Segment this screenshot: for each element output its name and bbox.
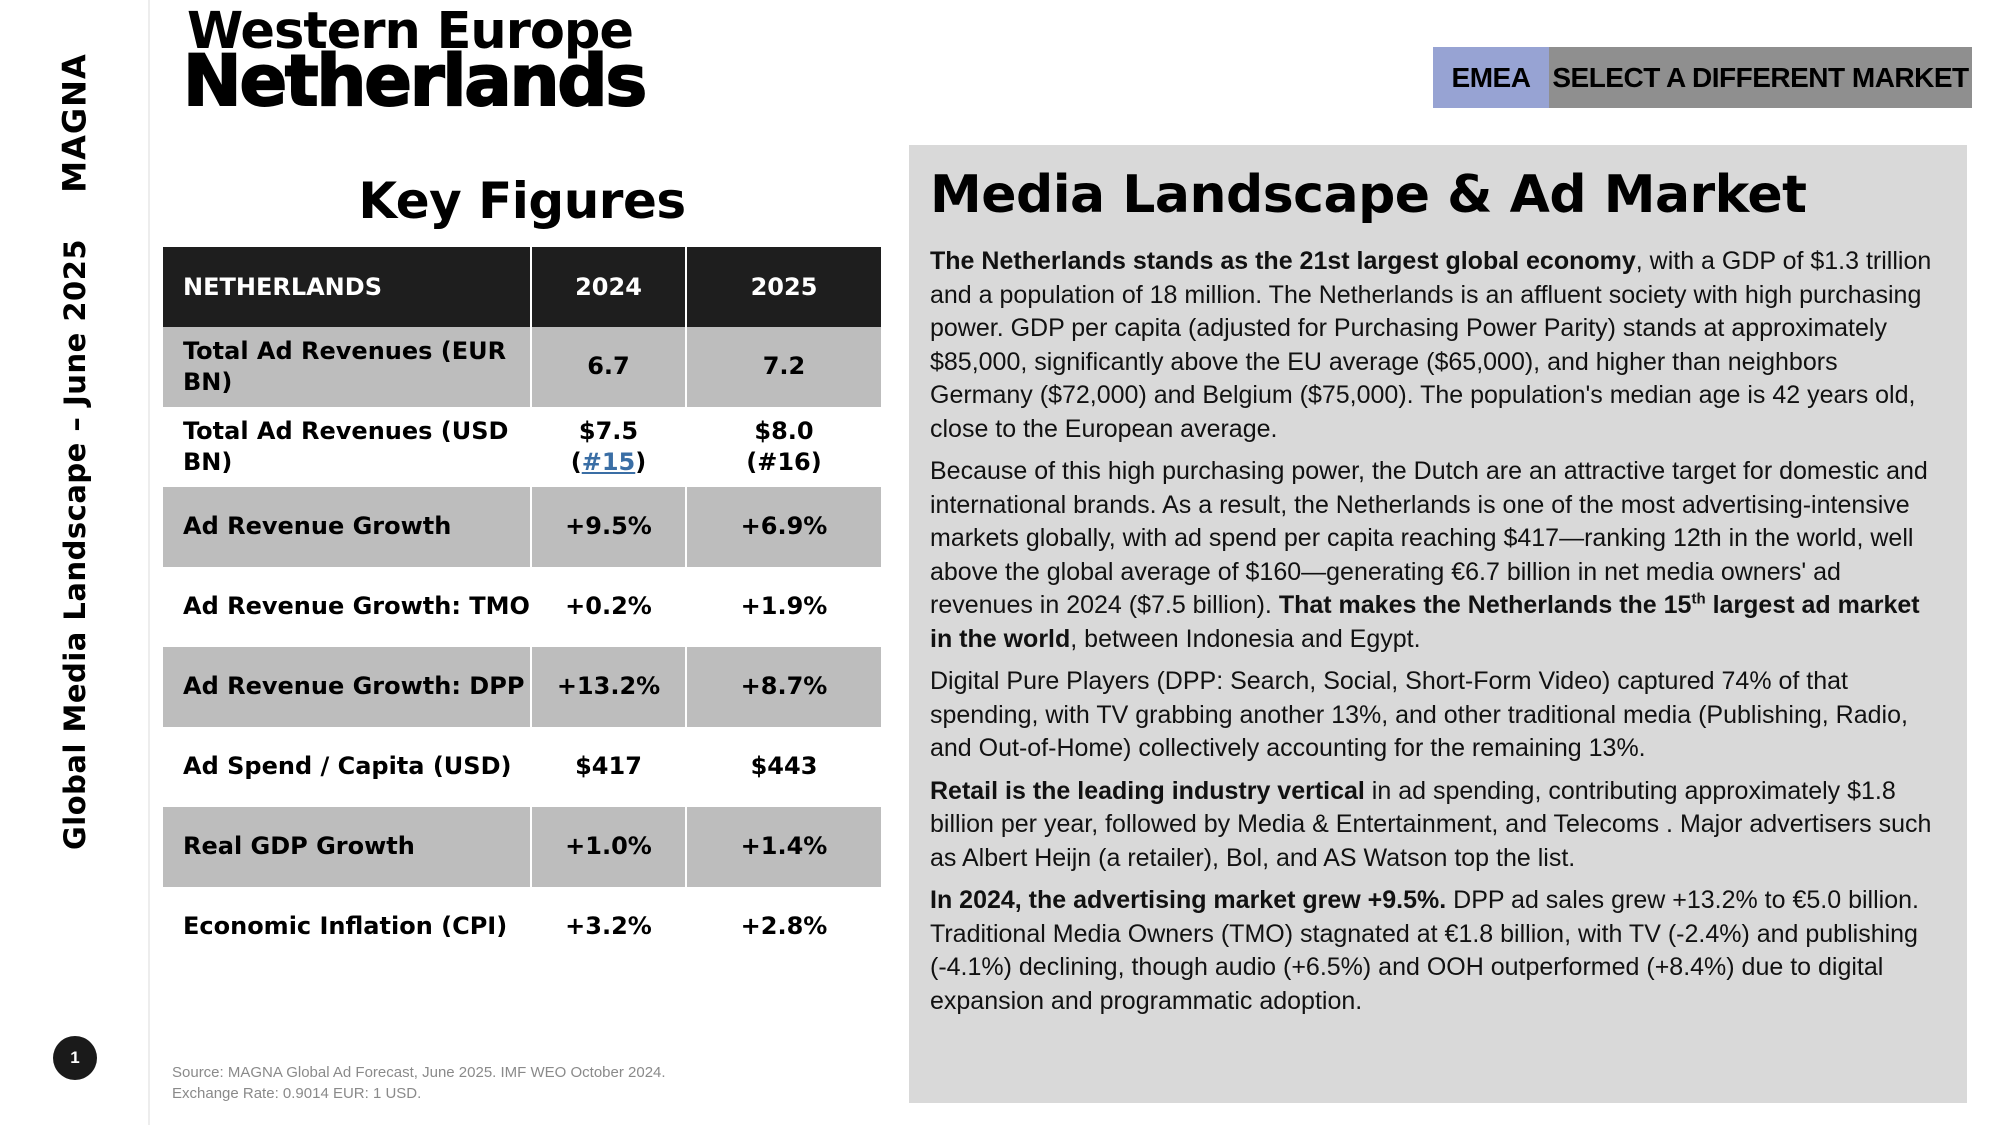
value-2025: +1.9% [686, 567, 881, 647]
value-2025: 7.2 [686, 327, 881, 407]
value-2024: $417 [531, 727, 687, 807]
value-2024: $7.5 [578, 416, 639, 445]
country-heading: Netherlands [182, 39, 648, 123]
rank-paren-open: ( [570, 448, 582, 476]
page-number-badge: 1 [53, 1036, 97, 1080]
table-row: Ad Spend / Capita (USD) $417 $443 [163, 727, 881, 807]
row-label: Total Ad Revenues (EUR BN) [163, 327, 532, 407]
paragraph-ad-market: Because of this high purchasing power, t… [930, 455, 1945, 656]
paragraph-highlight: largest ad market in the world [930, 591, 1920, 653]
table-row: Ad Revenue Growth: TMO +0.2% +1.9% [163, 567, 881, 647]
media-landscape-panel: Media Landscape & Ad Market The Netherla… [909, 145, 1967, 1103]
row-label: Total Ad Revenues (USD BN) [163, 407, 532, 487]
paragraph-economy: The Netherlands stands as the 21st large… [930, 245, 1945, 446]
row-label: Ad Revenue Growth [163, 487, 532, 567]
source-line: Source: MAGNA Global Ad Forecast, June 2… [172, 1064, 666, 1081]
rank-2025: (#16) [746, 448, 822, 476]
column-header-2025: 2025 [686, 247, 881, 327]
key-figures-table: NETHERLANDS 2024 2025 Total Ad Revenues … [163, 247, 881, 967]
table-row: Total Ad Revenues (USD BN) $7.5 (#15) $8… [163, 407, 881, 487]
row-label: Ad Revenue Growth: DPP [163, 647, 532, 727]
paragraph-dpp: Digital Pure Players (DPP: Search, Socia… [930, 667, 1908, 762]
value-2024-cell: $7.5 (#15) [531, 407, 687, 487]
value-2024: +9.5% [531, 487, 687, 567]
row-label: Ad Spend / Capita (USD) [163, 727, 532, 807]
value-2025: +6.9% [686, 487, 881, 567]
column-header-2024: 2024 [531, 247, 687, 327]
paragraph-retail: Retail is the leading industry vertical … [930, 775, 1945, 876]
value-2024: +13.2% [531, 647, 687, 727]
value-2024: +0.2% [531, 567, 687, 647]
paragraph-body: , with a GDP of $1.3 trillion and a popu… [930, 247, 1932, 443]
row-label: Real GDP Growth [163, 807, 532, 887]
paragraph-lead: In 2024, the advertising market grew +9.… [930, 886, 1447, 914]
value-2025: +8.7% [686, 647, 881, 727]
paragraph-lead: Retail is the leading industry vertical [930, 776, 1365, 805]
exchange-rate-line: Exchange Rate: 0.9014 EUR: 1 USD. [172, 1085, 422, 1102]
paragraph-body: Because of this high purchasing power, t… [930, 457, 1928, 619]
rank-2024-link[interactable]: #15 [581, 448, 636, 476]
table-row: Total Ad Revenues (EUR BN) 6.7 7.2 [163, 327, 881, 407]
left-rail: MAGNA Global Media Landscape – June 2025… [0, 0, 150, 1125]
rank-2024: (#15) [532, 447, 685, 478]
value-2025: $8.0 [754, 416, 814, 445]
source-note: Source: MAGNA Global Ad Forecast, June 2… [172, 1062, 666, 1104]
paragraph-lead: The Netherlands stands as the 21st large… [930, 247, 1636, 275]
value-2024: +3.2% [531, 887, 687, 967]
magna-logo: MAGNA [55, 53, 95, 192]
table-row: Economic Inflation (CPI) +3.2% +2.8% [163, 887, 881, 967]
row-label: Ad Revenue Growth: TMO [163, 567, 532, 647]
table-row: Ad Revenue Growth +9.5% +6.9% [163, 487, 881, 567]
table-row: Real GDP Growth +1.0% +1.4% [163, 807, 881, 887]
select-market-button[interactable]: SELECT A DIFFERENT MARKET [1549, 47, 1972, 108]
paragraph-body: in ad spending, contributing approximate… [930, 776, 1932, 872]
region-heading: Western Europe [187, 2, 634, 61]
value-2025: +2.8% [686, 887, 881, 967]
table-header-row: NETHERLANDS 2024 2025 [163, 247, 881, 327]
rank-paren-close: ) [635, 448, 647, 476]
row-label: Economic Inflation (CPI) [163, 887, 532, 967]
ordinal-suffix: th [1691, 590, 1706, 608]
emea-button[interactable]: EMEA [1433, 47, 1549, 108]
paragraph-body: DPP ad sales grew +13.2% to €5.0 billion… [930, 886, 1919, 1015]
key-figures-title: Key Figures [358, 172, 686, 230]
value-2024: +1.0% [531, 807, 687, 887]
value-2025-cell: $8.0 (#16) [686, 407, 881, 487]
panel-title: Media Landscape & Ad Market [930, 165, 1807, 225]
paragraph-body: , between Indonesia and Egypt. [1070, 624, 1421, 653]
column-header-market: NETHERLANDS [163, 247, 532, 327]
value-2024: 6.7 [531, 327, 687, 407]
paragraph-highlight: That makes the Netherlands the 15 [1278, 591, 1692, 619]
value-2025: $443 [686, 727, 881, 807]
paragraph-growth: In 2024, the advertising market grew +9.… [930, 884, 1945, 1018]
report-title: Global Media Landscape – June 2025 [58, 238, 92, 850]
value-2025: +1.4% [686, 807, 881, 887]
market-bar: EMEA SELECT A DIFFERENT MARKET [1433, 47, 1972, 108]
logo-text: MAGNA [56, 53, 95, 193]
table-row: Ad Revenue Growth: DPP +13.2% +8.7% [163, 647, 881, 727]
